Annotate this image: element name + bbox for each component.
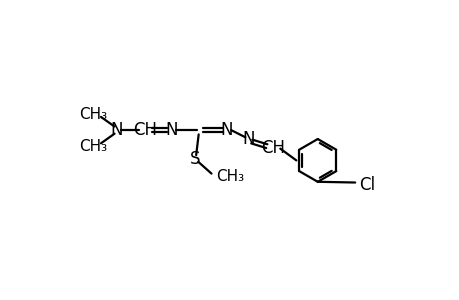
Text: N: N xyxy=(165,121,178,139)
Text: N: N xyxy=(110,121,122,139)
Text: N: N xyxy=(241,130,254,148)
Text: S: S xyxy=(189,150,200,168)
Text: CH₃: CH₃ xyxy=(79,139,107,154)
Text: CH: CH xyxy=(261,139,285,157)
Text: N: N xyxy=(220,121,233,139)
Text: CH₃: CH₃ xyxy=(79,106,107,122)
Text: Cl: Cl xyxy=(358,176,374,194)
Text: CH: CH xyxy=(133,121,157,139)
Text: CH₃: CH₃ xyxy=(216,169,244,184)
